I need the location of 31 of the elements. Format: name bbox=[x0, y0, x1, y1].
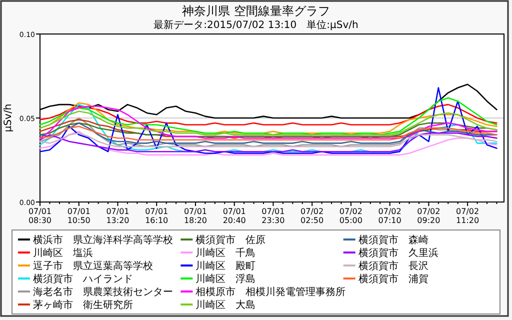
x-tick-label: 07/02 05:00 bbox=[339, 207, 362, 225]
legend-label: 川崎区 塩浜 bbox=[33, 247, 93, 259]
x-tick-label: 07/02 11:20 bbox=[456, 207, 480, 225]
x-tick-label: 07/01 18:20 bbox=[184, 207, 208, 225]
x-tick-label: 07/01 20:40 bbox=[222, 207, 246, 225]
x-tick-label: 07/01 13:20 bbox=[106, 207, 130, 225]
legend-label: 横須賀市 森崎 bbox=[358, 234, 428, 246]
legend-label: 横須賀市 佐原 bbox=[196, 234, 266, 246]
x-tick-label: 07/02 02:50 bbox=[300, 207, 324, 225]
legend-label: 茅ヶ崎市 衛生研究所 bbox=[33, 299, 133, 311]
legend-label: 横須賀市 長沢 bbox=[358, 260, 428, 272]
legend-label: 相模原市 相模川発電管理事務所 bbox=[196, 286, 346, 298]
legend-label: 川崎区 大島 bbox=[196, 299, 256, 311]
x-tick-label: 07/01 08:30 bbox=[28, 207, 52, 225]
x-tick-label: 07/01 10:50 bbox=[67, 207, 90, 225]
x-tick-label: 07/01 23:30 bbox=[262, 207, 285, 225]
legend-label: 横須賀市 浦賀 bbox=[358, 273, 428, 285]
legend-label: 横須賀市 久里浜 bbox=[358, 247, 438, 259]
legend-label: 川崎区 浮島 bbox=[196, 273, 256, 285]
chart-subtitle: 最新データ:2015/07/02 13:10 単位:μSv/h bbox=[154, 19, 358, 31]
y-axis-title: μSv/h bbox=[3, 104, 14, 132]
x-tick-label: 07/02 07:10 bbox=[378, 207, 402, 225]
x-tick-label: 07/01 16:10 bbox=[145, 207, 168, 225]
x-tick-label: 07/02 09:20 bbox=[417, 207, 440, 225]
legend-label: 川崎区 千鳥 bbox=[196, 247, 256, 259]
legend-label: 逗子市 県立逗葉高等学校 bbox=[33, 260, 153, 272]
legend-label: 海老名市 県農業技術センター bbox=[33, 286, 173, 298]
legend-label: 横浜市 県立海洋科学高等学校 bbox=[33, 234, 173, 246]
legend-label: 横須賀市 ハイランド bbox=[33, 273, 133, 285]
chart-title: 神奈川県 空間線量率グラフ bbox=[182, 4, 330, 18]
legend-label: 川崎区 殿町 bbox=[196, 260, 256, 272]
